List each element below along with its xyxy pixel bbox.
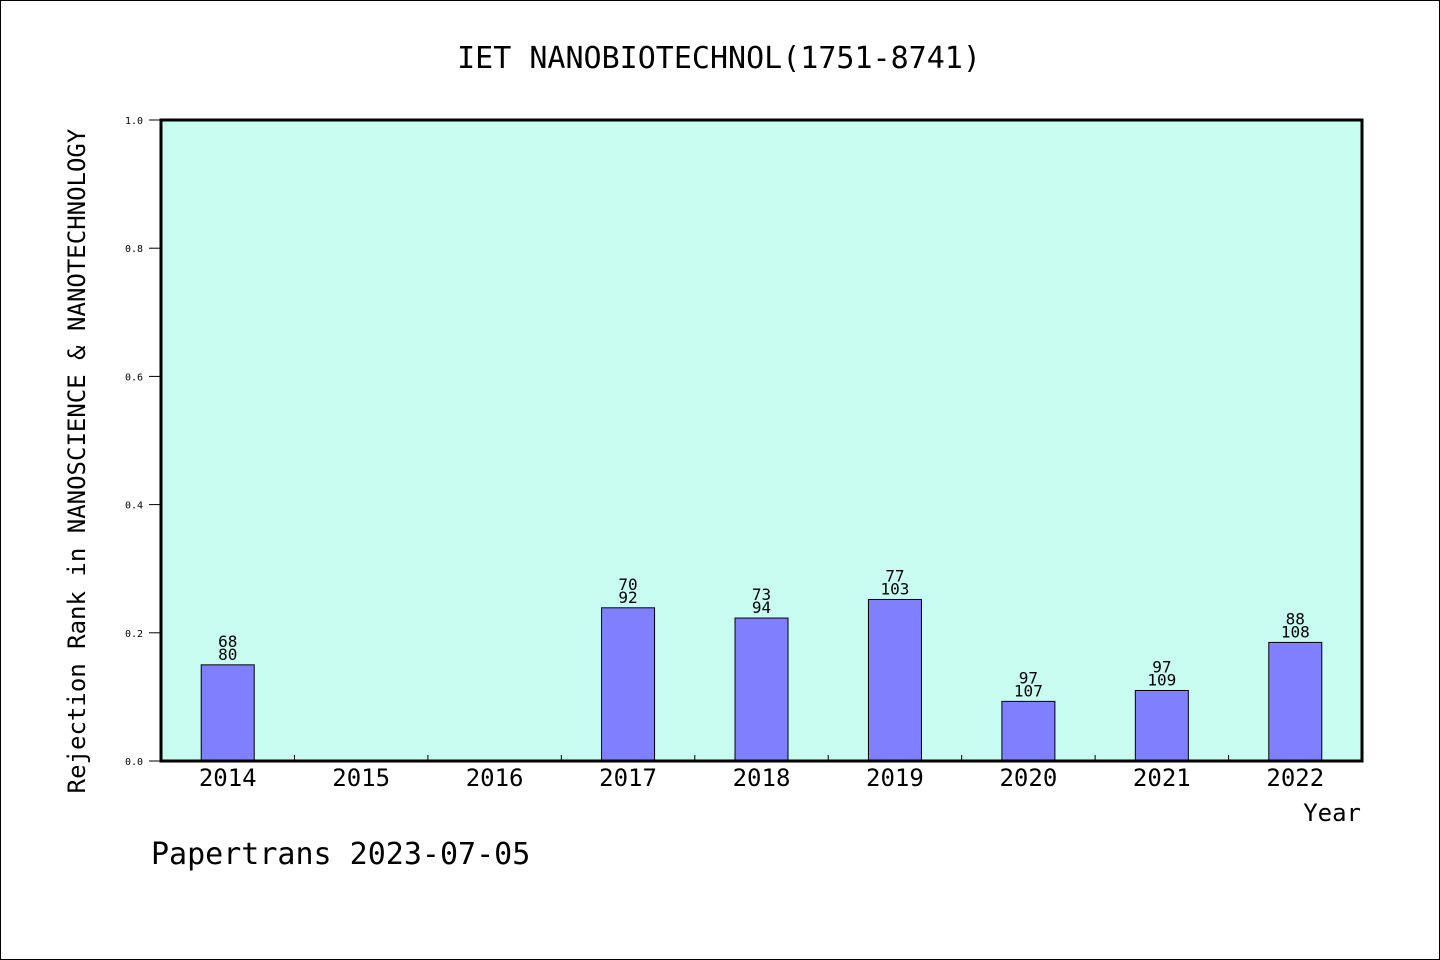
- bar-2017: [601, 607, 656, 762]
- bars-group: [200, 598, 1323, 762]
- x-tick-label: 2020: [999, 764, 1057, 792]
- rank-label: 70: [618, 575, 637, 594]
- total-label: 108: [1281, 622, 1310, 641]
- x-tick-label: 2016: [466, 764, 524, 792]
- chart-title: IET NANOBIOTECHNOL(1751-8741): [457, 41, 981, 76]
- rank-label: 68: [218, 632, 237, 651]
- bar-2022: [1268, 641, 1323, 762]
- total-label: 94: [752, 598, 771, 617]
- x-axis: 2014 2015 2016 2017 2018 2019 2020 2021 2022: [199, 755, 1324, 792]
- footer-watermark: Papertrans 2023-07-05: [151, 837, 530, 872]
- x-tick-label: 2021: [1133, 764, 1191, 792]
- rank-label: 97: [1019, 668, 1038, 687]
- rank-label: 73: [752, 585, 771, 604]
- y-tick-label: 0.4: [125, 501, 143, 512]
- total-label: 92: [618, 588, 637, 607]
- y-tick-label: 1.0: [125, 116, 143, 127]
- x-tick-label: 2014: [199, 764, 257, 792]
- total-label: 103: [880, 579, 909, 598]
- y-tick-label: 0.0: [125, 757, 143, 768]
- x-tick-label: 2017: [599, 764, 657, 792]
- y-tick-label: 0.2: [125, 629, 143, 640]
- plot-border: [159, 118, 1364, 763]
- rank-label: 97: [1152, 657, 1171, 676]
- total-label: 107: [1014, 681, 1043, 700]
- rank-label: 88: [1286, 609, 1305, 628]
- x-tick-label: 2018: [733, 764, 791, 792]
- bar-2018: [734, 617, 789, 762]
- y-tick-label: 0.8: [125, 244, 143, 255]
- y-axis: 0.0 0.2 0.4 0.6 0.8 1.0: [125, 116, 161, 768]
- bar-2014: [200, 664, 255, 762]
- bar-2021: [1134, 689, 1189, 762]
- total-label: 109: [1147, 670, 1176, 689]
- y-axis-label: Rejection Rank in NANOSCIENCE & NANOTECH…: [63, 128, 91, 793]
- total-label: 80: [218, 645, 237, 664]
- x-tick-label: 2019: [866, 764, 924, 792]
- x-axis-label: Year: [1303, 799, 1361, 827]
- x-tick-label: 2015: [332, 764, 390, 792]
- bar-2020: [1001, 700, 1056, 762]
- x-tick-label: 2022: [1266, 764, 1324, 792]
- rank-label: 77: [885, 566, 904, 585]
- y-tick-label: 0.6: [125, 372, 143, 383]
- bar-2019: [867, 598, 922, 762]
